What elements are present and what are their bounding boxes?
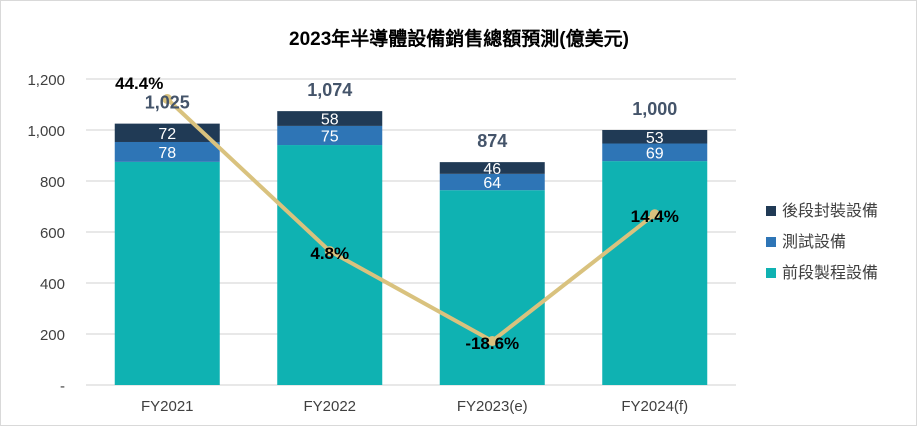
total-label: 874: [477, 131, 507, 151]
growth-label: 44.4%: [115, 74, 163, 93]
y-tick-label: 1,000: [27, 123, 65, 140]
y-tick-label: 600: [40, 225, 65, 242]
y-tick-label: -: [60, 378, 65, 395]
x-tick-label: FY2024(f): [621, 398, 688, 415]
bar-segment: [277, 145, 383, 385]
x-tick-label: FY2023(e): [457, 398, 528, 415]
x-tick-label: FY2022: [303, 398, 356, 415]
segment-label: 75: [321, 128, 339, 145]
growth-point: [162, 94, 173, 104]
total-label: 1,074: [307, 80, 352, 100]
bar-segment: [439, 173, 545, 191]
legend-label: 前段製程設備: [782, 264, 878, 282]
legend-swatch: [766, 206, 776, 216]
bar-segment: [277, 111, 383, 126]
growth-label: 14.4%: [631, 207, 679, 226]
bar-segment: [114, 141, 220, 162]
y-tick-label: 400: [40, 276, 65, 293]
segment-label: 69: [646, 145, 664, 162]
segment-label: 78: [158, 145, 176, 162]
growth-point: [487, 335, 498, 346]
y-tick-label: 1,200: [27, 72, 65, 89]
line-layer: [162, 94, 660, 346]
growth-label: -18.6%: [465, 334, 519, 353]
bar-segment: [602, 161, 708, 385]
legend-label: 測試設備: [782, 233, 846, 251]
bar-segment: [439, 190, 545, 385]
bars-layer: [114, 111, 708, 385]
x-tick-label: FY2021: [141, 398, 194, 415]
bar-segment: [602, 130, 708, 144]
total-label: 1,025: [145, 93, 190, 113]
segment-label: 58: [321, 112, 339, 129]
y-tick-label: 800: [40, 174, 65, 191]
legend-swatch: [766, 268, 776, 278]
segment-label: 72: [158, 126, 176, 143]
growth-point: [649, 209, 660, 220]
legend-swatch: [766, 237, 776, 247]
chart-title: 2023年半導體設備銷售總額預測(億美元): [289, 27, 629, 50]
segment-label: 53: [646, 130, 664, 147]
bar-segment: [439, 162, 545, 174]
y-tick-label: 200: [40, 327, 65, 344]
total-label: 1,000: [632, 99, 677, 119]
growth-line: [165, 97, 656, 344]
bar-segment: [114, 161, 220, 385]
bar-segment: [114, 123, 220, 142]
growth-point: [324, 246, 335, 257]
bar-segment: [277, 125, 383, 146]
legend-label: 後段封裝設備: [782, 202, 878, 220]
segment-label: 46: [483, 161, 501, 178]
segment-label: 64: [483, 175, 501, 192]
bar-segment: [602, 143, 708, 162]
growth-label: 4.8%: [310, 244, 349, 263]
